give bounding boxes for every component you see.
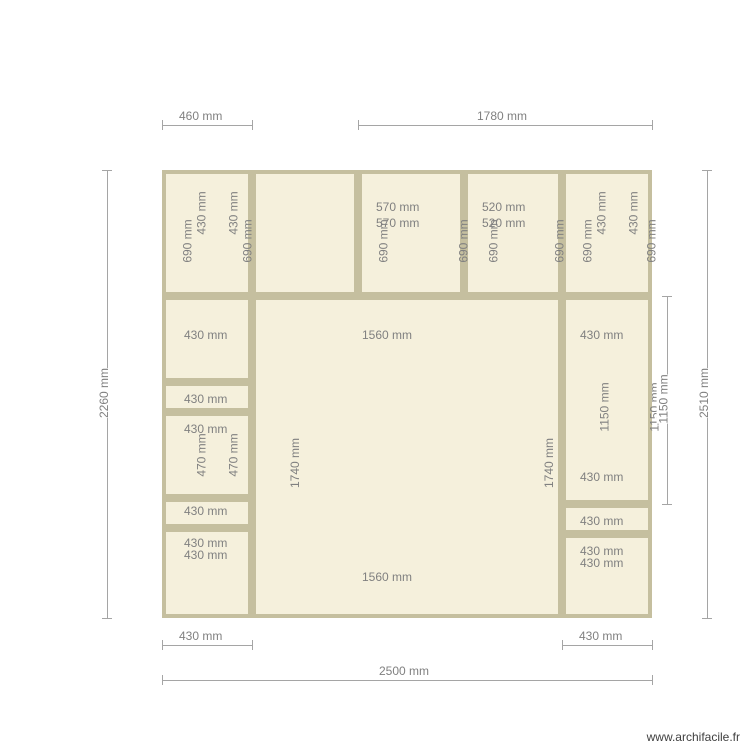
room: [464, 170, 562, 296]
dim-label: 690 mm: [645, 219, 659, 262]
dim-label: 430 mm: [580, 470, 623, 484]
outer-dim-label: 430 mm: [179, 629, 222, 643]
outer-dim-label: 430 mm: [579, 629, 622, 643]
room: [358, 170, 464, 296]
dim-label: 430 mm: [184, 392, 227, 406]
dim-label: 690 mm: [553, 219, 567, 262]
dim-label: 1740 mm: [542, 438, 556, 488]
watermark-text: www.archifacile.fr: [647, 730, 740, 744]
dim-label: 430 mm: [227, 191, 241, 234]
dim-label: 470 mm: [195, 433, 209, 476]
outer-dim-label: 2260 mm: [97, 368, 111, 418]
outer-dim-label: 1150 mm: [657, 374, 671, 423]
dim-label: 430 mm: [195, 191, 209, 234]
dim-label: 520 mm: [482, 200, 525, 214]
dim-label: 1560 mm: [362, 570, 412, 584]
dim-label: 430 mm: [595, 191, 609, 234]
dim-label: 430 mm: [580, 328, 623, 342]
dim-label: 430 mm: [580, 514, 623, 528]
dim-label: 1150 mm: [598, 382, 612, 431]
outer-dim-label: 2510 mm: [697, 368, 711, 418]
room: [252, 170, 358, 296]
outer-dim-label: 1780 mm: [477, 109, 527, 123]
dim-label: 470 mm: [227, 433, 241, 476]
dim-label: 690 mm: [487, 219, 501, 262]
outer-dim-label: 2500 mm: [379, 664, 429, 678]
floorplan-canvas: 430 mm430 mm690 mm690 mm570 mm570 mm690 …: [0, 0, 750, 750]
dim-label: 430 mm: [184, 328, 227, 342]
outer-dim-label: 460 mm: [179, 109, 222, 123]
dim-label: 570 mm: [376, 200, 419, 214]
dim-label: 430 mm: [184, 548, 227, 562]
dim-label: 690 mm: [581, 219, 595, 262]
dim-label: 690 mm: [457, 219, 471, 262]
dim-label: 1740 mm: [288, 438, 302, 488]
dim-label: 430 mm: [627, 191, 641, 234]
dim-label: 430 mm: [580, 556, 623, 570]
dim-label: 430 mm: [184, 504, 227, 518]
dim-label: 690 mm: [241, 219, 255, 262]
dim-label: 1560 mm: [362, 328, 412, 342]
dim-label: 690 mm: [377, 219, 391, 262]
dim-label: 690 mm: [181, 219, 195, 262]
